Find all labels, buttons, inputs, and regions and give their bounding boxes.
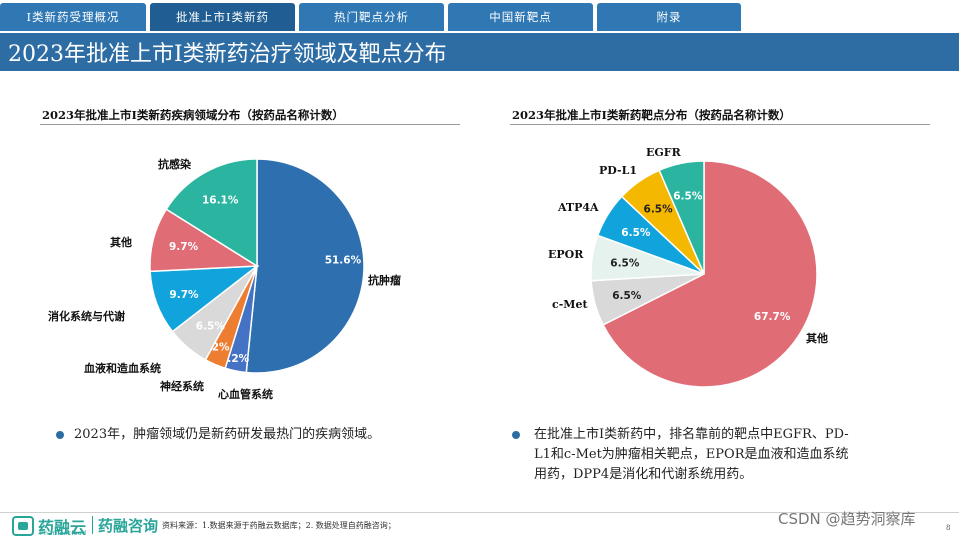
slice-category-label: PD-L1 bbox=[599, 164, 637, 177]
pie-slice bbox=[658, 160, 705, 275]
target-pie: 67.7% 其他 6.5% c-Met 6.5% EPOR 6.5% ATP4A 6.5% PD-… bbox=[548, 146, 828, 388]
slice-value-label: 6.5% bbox=[673, 191, 703, 203]
tab-approved-drugs[interactable]: 批准上市I类新药 bbox=[150, 3, 295, 31]
slice-value-label: 9.7% bbox=[169, 241, 199, 253]
watermark: CSDN @趋势洞察库 bbox=[778, 510, 916, 528]
slice-category-label: 血液和造血系统 bbox=[84, 361, 161, 375]
slice-category-label: EPOR bbox=[548, 248, 584, 261]
logo2-text: 药融咨询 bbox=[98, 517, 159, 535]
slice-value-label: 6.5% bbox=[196, 320, 226, 332]
footer-rule bbox=[0, 512, 959, 513]
slice-value-label: 6.5% bbox=[621, 227, 651, 239]
logo-icon bbox=[12, 516, 34, 536]
disease-area-pie: 51.6%抗肿瘤3.2%心血管系统3.2%神经系统6.5%血液和造血系统9.7%… bbox=[48, 157, 401, 401]
slice-value-label: 6.5% bbox=[610, 258, 640, 270]
right-note-line: 在批准上市I类新药中，排名靠前的靶点中EGFR、PD- bbox=[534, 427, 849, 442]
slice-category-label: c-Met bbox=[552, 298, 588, 311]
slice-category-label: 心血管系统 bbox=[218, 387, 273, 401]
right-note-line: 用药，DPP4是消化和代谢系统用药。 bbox=[534, 467, 753, 482]
tab-china-new-targets[interactable]: 中国新靶点 bbox=[448, 3, 593, 31]
page-title: 2023年批准上市I类新药治疗领域及靶点分布 bbox=[0, 33, 959, 71]
source-note: 资料来源：1.数据来源于药融云数据库；2. 数据处理自药融咨询； bbox=[162, 521, 396, 530]
pie-slice bbox=[602, 160, 818, 388]
slice-value-label: 16.1% bbox=[202, 195, 239, 207]
slice-category-label: 消化系统与代谢 bbox=[48, 309, 125, 323]
tab-hot-targets[interactable]: 热门靶点分析 bbox=[299, 3, 444, 31]
tab-bar: I类新药受理概况 批准上市I类新药 热门靶点分析 中国新靶点 附录 bbox=[0, 3, 959, 31]
page-number: 8 bbox=[946, 524, 951, 532]
logo-subtitle: Pharnexcloud bbox=[40, 530, 87, 537]
tab-accept-overview[interactable]: I类新药受理概况 bbox=[0, 3, 146, 31]
logo-separator bbox=[92, 516, 93, 534]
logo-text: 药融云 bbox=[38, 518, 87, 537]
right-note-line: L1和c-Met为肿瘤相关靶点，EPOR是血液和造血系统 bbox=[534, 447, 849, 462]
slice-value-label: 51.6% bbox=[325, 254, 362, 266]
tab-appendix[interactable]: 附录 bbox=[597, 3, 741, 31]
right-chart-title: 2023年批准上市I类新药靶点分布（按药品名称计数） bbox=[512, 108, 791, 122]
slice-value-label: 9.7% bbox=[169, 289, 199, 301]
slice-category-label: 其他 bbox=[110, 235, 132, 249]
slice-category-label: 抗感染 bbox=[158, 157, 192, 171]
left-chart-title-rule bbox=[40, 124, 460, 125]
left-note: 2023年，肿瘤领域仍是新药研发最热门的疾病领域。 bbox=[74, 427, 381, 442]
slice-value-label: 6.5% bbox=[612, 290, 642, 302]
bullet-icon bbox=[512, 431, 520, 439]
slice-category-label: ATP4A bbox=[557, 201, 599, 214]
logo: 药融云 bbox=[12, 514, 86, 538]
slice-category-label: EGFR bbox=[646, 146, 682, 159]
left-chart-title: 2023年批准上市I类新药疾病领域分布（按药品名称计数） bbox=[42, 108, 344, 122]
slice-category-label: 神经系统 bbox=[160, 379, 204, 393]
slice-value-label: 67.7% bbox=[754, 311, 791, 323]
slice-category-label: 抗肿瘤 bbox=[368, 273, 401, 287]
right-chart-title-rule bbox=[510, 124, 930, 125]
slice-value-label: 6.5% bbox=[644, 203, 674, 215]
slice-category-label: 其他 bbox=[806, 331, 828, 345]
right-note: 在批准上市I类新药中，排名靠前的靶点中EGFR、PD- L1和c-Met为肿瘤相… bbox=[534, 425, 934, 485]
bullet-icon bbox=[56, 431, 64, 439]
pie-slice bbox=[245, 158, 365, 374]
pie-slice bbox=[165, 158, 258, 268]
